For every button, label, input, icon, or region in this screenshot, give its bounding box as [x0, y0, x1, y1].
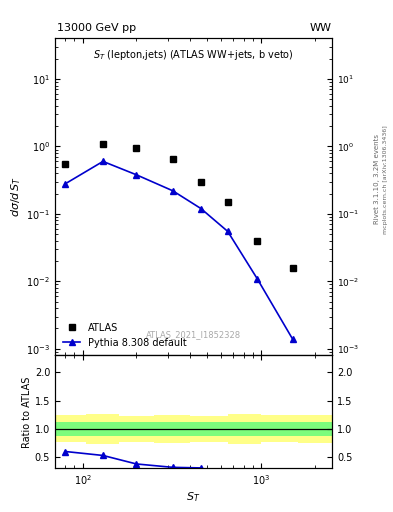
- Y-axis label: $d\sigma/d\,S_T$: $d\sigma/d\,S_T$: [9, 176, 24, 218]
- Pythia 8.308 default: [255, 275, 259, 282]
- ATLAS: [290, 265, 295, 271]
- Pythia 8.308 default: [198, 205, 203, 211]
- Pythia 8.308 default: [171, 188, 175, 194]
- Text: 13000 GeV pp: 13000 GeV pp: [57, 23, 136, 33]
- ATLAS: [225, 199, 230, 205]
- ATLAS: [63, 161, 68, 167]
- X-axis label: $S_T$: $S_T$: [186, 490, 201, 504]
- Legend: ATLAS, Pythia 8.308 default: ATLAS, Pythia 8.308 default: [60, 320, 190, 350]
- Pythia 8.308 default: [101, 158, 105, 164]
- Line: Pythia 8.308 default: Pythia 8.308 default: [62, 158, 296, 342]
- Pythia 8.308 default: [225, 228, 230, 234]
- ATLAS: [134, 145, 139, 151]
- Line: ATLAS: ATLAS: [62, 140, 296, 271]
- Pythia 8.308 default: [290, 336, 295, 342]
- ATLAS: [171, 156, 175, 162]
- Y-axis label: Ratio to ATLAS: Ratio to ATLAS: [22, 376, 32, 447]
- Pythia 8.308 default: [63, 181, 68, 187]
- ATLAS: [198, 179, 203, 185]
- ATLAS: [101, 141, 105, 147]
- Text: Rivet 3.1.10, 3.2M events: Rivet 3.1.10, 3.2M events: [374, 134, 380, 224]
- Pythia 8.308 default: [134, 172, 139, 178]
- ATLAS: [255, 238, 259, 244]
- Text: WW: WW: [309, 23, 331, 33]
- Text: mcplots.cern.ch [arXiv:1306.3436]: mcplots.cern.ch [arXiv:1306.3436]: [383, 125, 387, 233]
- Text: ATLAS_2021_I1852328: ATLAS_2021_I1852328: [146, 330, 241, 339]
- Text: $S_T$ (lepton,jets) (ATLAS WW+jets, b veto): $S_T$ (lepton,jets) (ATLAS WW+jets, b ve…: [93, 48, 294, 62]
